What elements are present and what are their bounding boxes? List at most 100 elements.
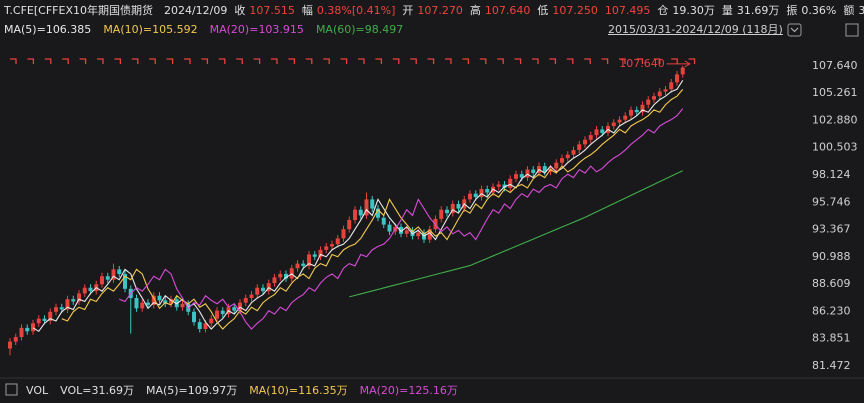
candle-body: [134, 298, 139, 309]
y-tick-label: 81.472: [812, 359, 851, 372]
candle-body: [456, 203, 461, 209]
flag-marker: [601, 58, 609, 64]
settings-icon[interactable]: [845, 23, 859, 37]
flag-marker: [184, 58, 191, 64]
quote-field: 开 107.270: [402, 4, 463, 18]
flag-marker: [392, 58, 400, 64]
candle-body: [427, 229, 432, 240]
candle-body: [531, 169, 536, 174]
flag-marker: [62, 58, 69, 64]
field-value: 107.515: [249, 4, 295, 17]
candle-body: [243, 298, 248, 303]
candle-body: [445, 209, 449, 214]
field-value: 107.640: [484, 4, 531, 17]
candle-body: [353, 209, 357, 221]
candle-body: [640, 104, 645, 113]
candle-body: [19, 327, 24, 338]
candle-body: [577, 144, 582, 151]
quote-field: 107.495: [605, 4, 651, 18]
candle-body: [416, 232, 421, 237]
candle-body: [364, 199, 369, 216]
candle-body: [330, 244, 334, 247]
flag-marker: [549, 58, 557, 64]
candle-body: [140, 302, 145, 309]
range-dropdown[interactable]: [787, 23, 802, 37]
flag-marker: [27, 58, 35, 64]
flag-marker: [462, 58, 470, 64]
flag-marker: [532, 58, 539, 64]
flag-marker: [427, 58, 435, 64]
candle-body: [657, 91, 662, 97]
field-label: 振: [786, 4, 798, 17]
high-marker-label: 107.640: [619, 57, 665, 70]
flag-marker: [97, 58, 104, 64]
ma-line: [61, 89, 684, 330]
y-tick-label: 83.851: [812, 332, 851, 345]
quote-header: T.CFE[CFFEX10年期国债期货 2024/12/09 收 107.515 幅…: [4, 4, 864, 18]
candle-body: [192, 311, 196, 323]
candle-body: [514, 174, 518, 179]
flag-marker: [201, 58, 209, 64]
flag-marker: [410, 58, 417, 64]
candle-body: [376, 208, 380, 218]
candle-body: [312, 254, 317, 257]
candle-body: [560, 158, 564, 163]
quote-field: 额3405.4: [843, 4, 864, 18]
volume-item: VOL=31.69万: [60, 384, 134, 397]
candle-body: [261, 287, 265, 292]
candle-body: [468, 193, 472, 200]
quote-field: 低 107.250: [537, 4, 598, 18]
y-tick-label: 86.230: [812, 304, 851, 317]
legend-entry: MA(20)=103.915: [209, 23, 304, 36]
candle-body: [307, 254, 311, 266]
candle-body: [669, 82, 674, 90]
y-tick-label: 93.367: [812, 223, 851, 236]
candle-body: [439, 209, 444, 219]
range-selector[interactable]: 2015/03/31-2024/12/09 (118月): [608, 23, 783, 36]
flag-marker: [671, 58, 678, 64]
candle-body: [197, 322, 202, 330]
field-value: 3405.4: [858, 4, 864, 17]
candle-body: [105, 276, 110, 280]
volume-item: MA(5)=109.97万: [145, 384, 238, 397]
candle-body: [48, 311, 53, 321]
candle-body: [623, 115, 628, 120]
candle-body: [249, 294, 254, 299]
y-tick-label: 98.124: [812, 168, 851, 181]
candle-body: [652, 96, 656, 100]
field-value: 0.36%: [801, 4, 837, 17]
quote-field: 量 31.69万: [722, 4, 780, 18]
candle-body: [123, 273, 127, 289]
candle-body: [370, 199, 375, 209]
legend-entry: MA(10)=105.592: [103, 23, 198, 36]
flag-marker: [253, 58, 261, 64]
flag-marker: [323, 58, 330, 64]
candle-body: [146, 302, 150, 305]
y-tick-label: 100.503: [812, 141, 858, 154]
y-tick-label: 95.746: [812, 195, 851, 208]
candle-body: [88, 287, 93, 292]
legend-entry: MA(60)=98.497: [315, 23, 404, 36]
candle-body: [65, 299, 70, 310]
candle-body: [611, 122, 616, 126]
field-value: 31.69万: [736, 4, 780, 17]
candle-body: [82, 287, 87, 294]
panel-icon[interactable]: [5, 383, 18, 396]
candle-body: [508, 178, 513, 188]
flag-marker: [375, 58, 383, 64]
flag-marker: [636, 58, 644, 64]
candle-body: [13, 337, 18, 342]
volume-title: VOL: [26, 384, 49, 397]
candle-body: [473, 193, 478, 198]
candle-body: [157, 295, 162, 301]
field-label: 高: [469, 4, 481, 17]
candle-body: [519, 174, 524, 178]
high-marker-arrow: [684, 60, 691, 68]
field-label: 仓: [657, 4, 669, 17]
flag-marker: [218, 58, 226, 64]
candle-body: [571, 150, 576, 155]
candle-body: [31, 323, 35, 332]
symbol: T.CFE[CFFEX10年期国债期货: [4, 4, 153, 17]
candle-body: [600, 129, 605, 133]
